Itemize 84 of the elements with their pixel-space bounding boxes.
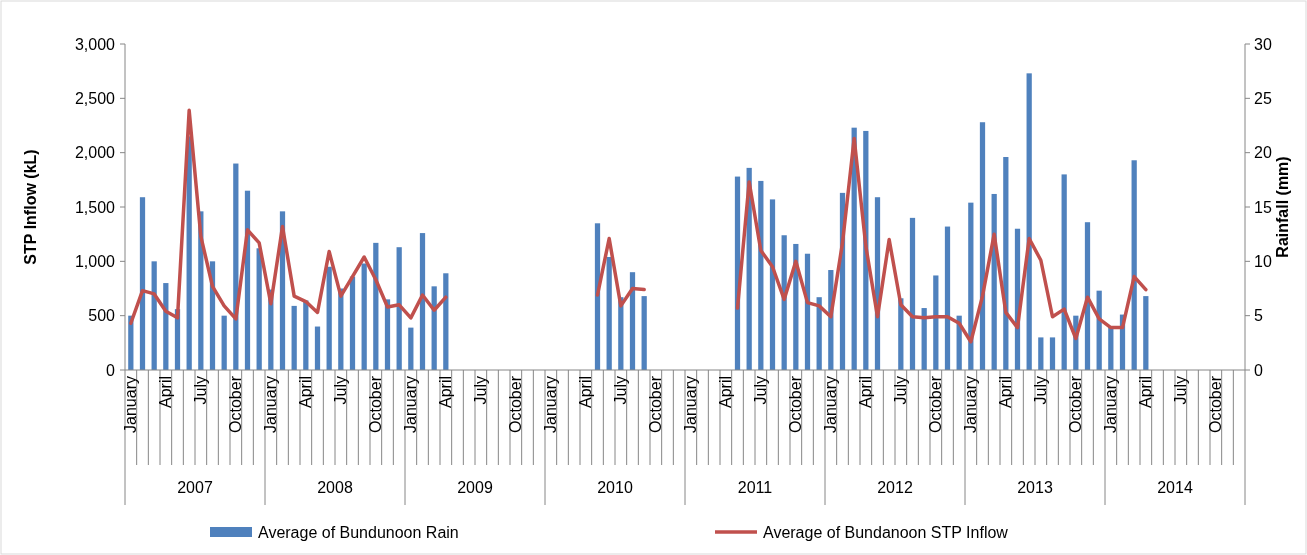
bar	[396, 247, 402, 370]
x-tick-label: July	[1172, 376, 1190, 405]
x-tick-label: July	[892, 376, 910, 405]
bar	[151, 261, 157, 370]
bar	[303, 300, 309, 370]
x-tick-label: October	[1207, 375, 1225, 433]
x-tick-label: April	[577, 376, 595, 409]
bar	[326, 266, 332, 370]
x-tick-label: October	[647, 375, 665, 433]
bar	[408, 327, 414, 370]
x-tick-label: July	[192, 376, 210, 405]
legend-label: Average of Bundanoon STP Inflow	[763, 523, 1009, 541]
x-tick-label: July	[1032, 376, 1050, 405]
y2-tick-label: 0	[1254, 361, 1263, 379]
x-tick-label: July	[332, 376, 350, 405]
x-tick-label: January	[962, 376, 980, 433]
x-tick-label: April	[997, 376, 1015, 409]
bar	[933, 275, 939, 370]
y-tick-label: 1,500	[74, 198, 116, 216]
bar	[769, 199, 776, 370]
x-tick-label: January	[122, 376, 140, 433]
text: 2012	[877, 479, 913, 496]
x-tick-label: October	[787, 375, 805, 433]
bar	[314, 326, 321, 370]
x-tick-label: January	[262, 376, 280, 433]
y2-tick-label: 25	[1254, 89, 1272, 107]
y-tick-label: 500	[88, 307, 116, 325]
x-tick-label: January	[682, 376, 700, 433]
text: 2009	[457, 479, 493, 496]
bar	[944, 226, 951, 370]
bar	[139, 197, 146, 370]
bar	[641, 296, 647, 370]
bar	[1026, 73, 1032, 370]
x-tick-label: April	[717, 376, 735, 409]
text: 2013	[1017, 479, 1053, 496]
y-tick-label: 0	[106, 361, 116, 379]
y2-tick-label: 15	[1254, 198, 1272, 216]
x-tick-label: January	[402, 376, 420, 433]
text: 2010	[597, 479, 633, 496]
bar	[291, 305, 297, 370]
x-tick-label: April	[857, 376, 875, 409]
bar	[419, 233, 426, 370]
y2-tick-label: 20	[1254, 144, 1272, 162]
x-tick-label: April	[157, 376, 175, 409]
y-axis-title: STP Inflow (kL)	[22, 149, 39, 265]
text: 2008	[317, 479, 353, 496]
x-tick-label: July	[472, 376, 490, 405]
x-tick-label: January	[542, 376, 560, 433]
x-tick-label: January	[1102, 376, 1120, 433]
x-tick-label: October	[227, 375, 245, 433]
y-tick-label: 1,000	[74, 252, 116, 270]
bar	[1143, 296, 1149, 370]
y-tick-label: 2,000	[74, 144, 116, 162]
text: 2014	[1157, 479, 1193, 496]
x-tick-label: April	[297, 376, 315, 409]
bar	[443, 273, 449, 370]
bar	[606, 256, 612, 370]
bar	[1049, 337, 1056, 370]
bar	[361, 263, 367, 370]
bar	[349, 276, 356, 370]
legend-label: Average of Bundunoon Rain	[258, 523, 459, 541]
bar	[1038, 337, 1044, 370]
x-tick-label: July	[612, 376, 630, 405]
x-tick-label: October	[507, 375, 525, 433]
y-tick-label: 3,000	[74, 35, 116, 53]
bar	[909, 217, 916, 370]
x-tick-label: October	[1067, 375, 1085, 433]
y2-tick-label: 5	[1254, 307, 1263, 325]
bar	[1131, 160, 1137, 370]
text: 2007	[177, 479, 213, 496]
bar	[1061, 174, 1067, 370]
x-tick-label: April	[437, 376, 455, 409]
x-tick-label: July	[752, 376, 770, 405]
x-tick-label: October	[927, 375, 945, 433]
x-tick-label: April	[1137, 376, 1155, 409]
y2-tick-label: 10	[1254, 252, 1272, 270]
text: 2011	[737, 479, 773, 496]
y2-tick-label: 30	[1254, 35, 1272, 53]
y-tick-label: 2,500	[74, 89, 116, 107]
bar	[221, 315, 227, 370]
x-tick-label: October	[367, 375, 385, 433]
bar	[629, 272, 636, 370]
y2-axis-title: Rainfall (mm)	[1274, 156, 1291, 258]
x-tick-label: January	[822, 376, 840, 433]
